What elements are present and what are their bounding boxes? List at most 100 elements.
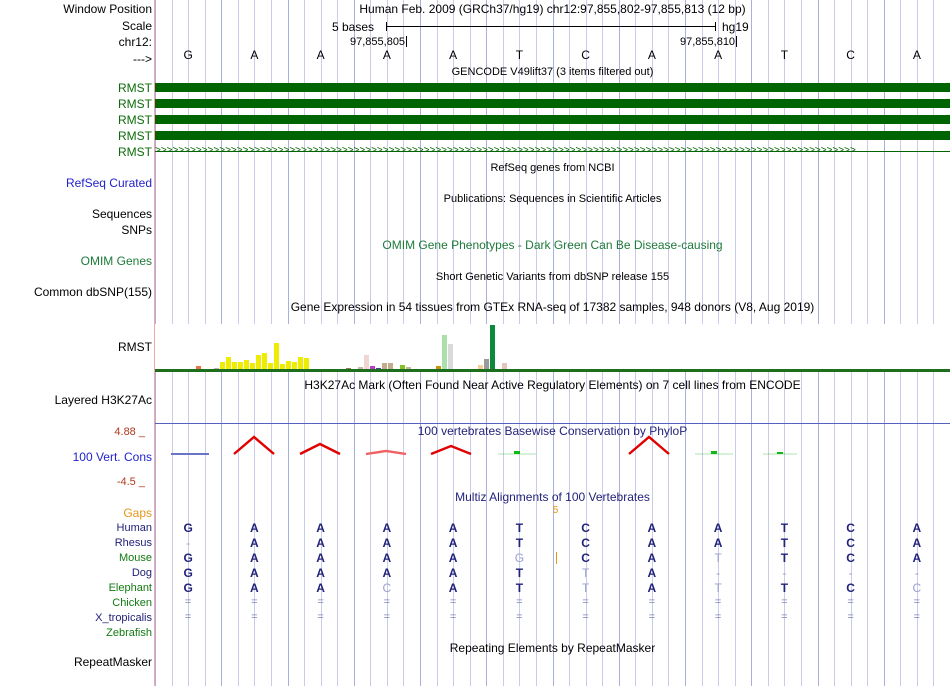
assembly-short-label: hg19	[722, 20, 749, 34]
refseq-curated-label[interactable]: RefSeq Curated	[65, 176, 152, 190]
gtex-tissue-bar[interactable]	[280, 364, 285, 371]
gencode-gene-label[interactable]: RMST	[118, 129, 152, 143]
gtex-tissue-bar[interactable]	[292, 362, 297, 371]
gtex-tissue-bar[interactable]	[262, 353, 267, 371]
gtex-tissue-bar[interactable]	[196, 366, 201, 371]
layered-h3k27ac-label[interactable]: Layered H3K27Ac	[54, 393, 152, 407]
gtex-tissue-bar[interactable]	[220, 362, 225, 371]
assembly-position-title: Human Feb. 2009 (GRCh37/hg19) chr12:97,8…	[359, 2, 746, 16]
repeatmasker-track-title: Repeating Elements by RepeatMasker	[449, 641, 656, 655]
publications-snps-label[interactable]: SNPs	[121, 223, 152, 237]
repeatmasker-label[interactable]: RepeatMasker	[73, 655, 152, 669]
gtex-barchart[interactable]	[155, 324, 950, 371]
alignment-base: T	[714, 581, 722, 595]
species-label[interactable]: X_tropicalis	[95, 612, 152, 624]
alignment-base: A	[250, 581, 259, 595]
alignment-base: A	[382, 536, 392, 550]
publications-sequences-label[interactable]: Sequences	[91, 207, 152, 221]
conservation-positive-block	[711, 451, 717, 454]
gencode-gene-label[interactable]: RMST	[118, 81, 152, 95]
gtex-tissue-bar[interactable]	[304, 358, 309, 371]
gtex-gene-label[interactable]: RMST	[118, 340, 152, 354]
alignment-base: T	[515, 581, 524, 595]
gtex-tissue-bar[interactable]	[244, 360, 249, 371]
gencode-gene-bar[interactable]	[155, 83, 950, 92]
alignment-base: A	[647, 566, 657, 580]
alignment-base: =	[781, 596, 788, 608]
multiz-track-title: Multiz Alignments of 100 Vertebrates	[455, 490, 650, 504]
alignment-base: =	[714, 596, 722, 608]
gtex-tissue-bar[interactable]	[226, 357, 231, 371]
omim-genes-label[interactable]: OMIM Genes	[80, 254, 152, 268]
alignment-base: C	[581, 551, 590, 565]
gencode-gene-label[interactable]: RMST	[118, 113, 152, 127]
coord-tick-left: 97,855,805	[350, 36, 408, 48]
conservation-plot[interactable]	[155, 428, 950, 488]
sequence-base: C	[846, 48, 855, 62]
alignment-base: A	[382, 566, 392, 580]
gtex-tissue-bar[interactable]	[232, 362, 237, 371]
gtex-tissue-bar[interactable]	[238, 362, 243, 371]
alignment-base: C	[912, 581, 922, 595]
gtex-tissue-bar[interactable]	[298, 357, 303, 371]
alignment-base: =	[913, 596, 921, 608]
chromosome-label: chr12:	[118, 35, 152, 49]
insertion-tick	[555, 552, 557, 564]
alignment-base: A	[316, 581, 325, 595]
species-label[interactable]: Rhesus	[114, 537, 152, 549]
species-label[interactable]: Mouse	[118, 552, 152, 564]
alignment-base: T	[515, 566, 524, 580]
gtex-tissue-bar[interactable]	[442, 335, 447, 371]
species-label[interactable]: Human	[116, 522, 152, 534]
alignment-base: A	[647, 581, 657, 595]
alignment-base: =	[516, 611, 523, 623]
gtex-tissue-bar[interactable]	[364, 355, 369, 371]
alignment-base: =	[184, 596, 192, 608]
gtex-tissue-bar[interactable]	[370, 366, 375, 371]
gtex-tissue-bar[interactable]	[436, 366, 441, 371]
alignment-base: A	[647, 551, 657, 565]
gtex-tissue-bar[interactable]	[382, 363, 387, 371]
gencode-gene-label[interactable]: RMST	[118, 145, 152, 159]
gtex-tissue-bar[interactable]	[256, 355, 261, 371]
gaps-label[interactable]: Gaps	[123, 506, 152, 520]
alignment-base: =	[648, 611, 656, 623]
coord-tick-right: 97,855,810	[680, 36, 738, 48]
conservation-max-tick: _	[138, 426, 145, 438]
gtex-tissue-bar[interactable]	[388, 363, 393, 371]
gap-size-number: 5	[552, 505, 559, 516]
gencode-gene-bar[interactable]	[155, 115, 950, 124]
alignment-base: =	[449, 596, 457, 608]
gtex-tissue-bar[interactable]	[478, 365, 483, 371]
alignment-base: A	[316, 551, 325, 565]
gtex-tissue-bar[interactable]	[268, 363, 273, 371]
gtex-tissue-bar[interactable]	[250, 363, 255, 371]
conservation-label[interactable]: 100 Vert. Cons	[72, 450, 152, 464]
gencode-gene-bar[interactable]	[155, 131, 950, 140]
gtex-tissue-bar[interactable]	[490, 325, 495, 371]
gtex-tissue-bar[interactable]	[286, 361, 291, 371]
gencode-strand-arrows[interactable]: >>>>>>>>>>>>>>>>>>>>>>>>>>>>>>>>>>>>>>>>…	[155, 145, 950, 156]
gencode-gene-label[interactable]: RMST	[118, 97, 152, 111]
species-label[interactable]: Chicken	[112, 597, 152, 609]
alignment-base: G	[514, 551, 525, 565]
gtex-tissue-bar[interactable]	[484, 359, 489, 371]
gtex-tissue-bar[interactable]	[400, 365, 405, 371]
alignment-base: C	[581, 536, 590, 550]
scale-units-label: 5 bases	[332, 20, 375, 34]
alignment-base: C	[581, 521, 590, 535]
gtex-tissue-bar[interactable]	[274, 343, 279, 371]
alignment-base: A	[647, 521, 657, 535]
conservation-min-tick: _	[138, 476, 145, 488]
alignment-base: A	[250, 566, 259, 580]
alignment-base: =	[383, 611, 391, 623]
gtex-tissue-bar[interactable]	[502, 363, 507, 371]
common-dbsnp-label[interactable]: Common dbSNP(155)	[33, 285, 152, 299]
gencode-gene-bar[interactable]	[155, 99, 950, 108]
species-label[interactable]: Dog	[131, 567, 152, 579]
species-label[interactable]: Zebrafish	[106, 627, 152, 639]
alignment-base: =	[781, 611, 788, 623]
gtex-tissue-bar[interactable]	[448, 344, 453, 371]
species-label[interactable]: Elephant	[108, 582, 152, 594]
alignment-base: T	[581, 581, 590, 595]
